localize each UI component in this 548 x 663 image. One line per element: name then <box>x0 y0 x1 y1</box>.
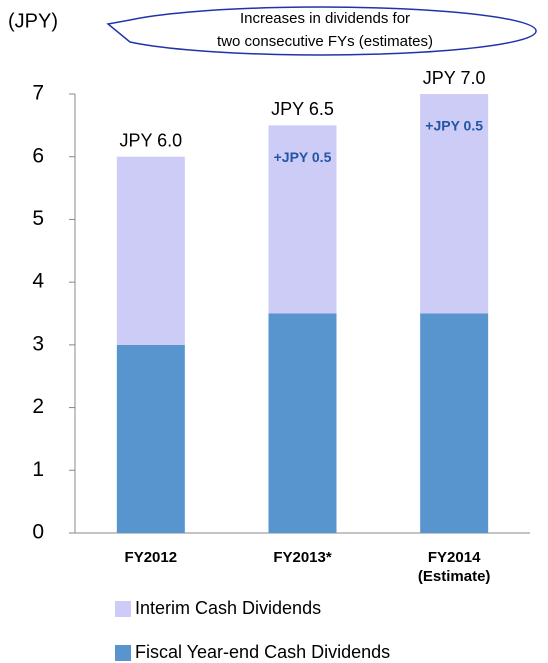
total-label: JPY 6.0 <box>119 130 182 150</box>
bar-segment <box>420 313 489 533</box>
increase-label: +JPY 0.5 <box>425 118 483 134</box>
x-tick-label: FY2013* <box>273 549 332 566</box>
callout-line: Increases in dividends for <box>240 10 410 27</box>
y-tick-label: 5 <box>32 207 44 230</box>
y-tick-label: 2 <box>32 395 44 418</box>
callout-bubble <box>106 6 537 56</box>
y-axis-label: (JPY) <box>8 10 58 32</box>
x-tick-label: FY2012 <box>124 549 178 566</box>
y-tick-label: 4 <box>32 270 44 293</box>
x-tick-label: FY2014 (Estimate) <box>417 549 491 585</box>
total-label: JPY 6.5 <box>271 99 334 119</box>
bar-segment <box>420 94 489 314</box>
legend-swatch <box>115 601 131 617</box>
legend-label: Fiscal Year-end Cash Dividends <box>135 642 390 662</box>
bar-segment <box>268 125 337 314</box>
bar-segment <box>268 313 337 533</box>
increase-label: +JPY 0.5 <box>274 149 332 165</box>
total-label: JPY 7.0 <box>423 68 486 88</box>
legend-swatch <box>115 645 131 661</box>
y-tick-label: 6 <box>32 144 44 167</box>
y-tick-label: 0 <box>32 521 44 544</box>
y-tick-label: 3 <box>32 332 44 355</box>
callout-line: two consecutive FYs (estimates) <box>217 33 433 50</box>
y-tick-label: 7 <box>32 82 44 105</box>
bar-segment <box>116 344 185 533</box>
legend-label: Interim Cash Dividends <box>135 598 321 618</box>
y-tick-label: 1 <box>32 458 44 481</box>
bar-segment <box>116 156 185 345</box>
